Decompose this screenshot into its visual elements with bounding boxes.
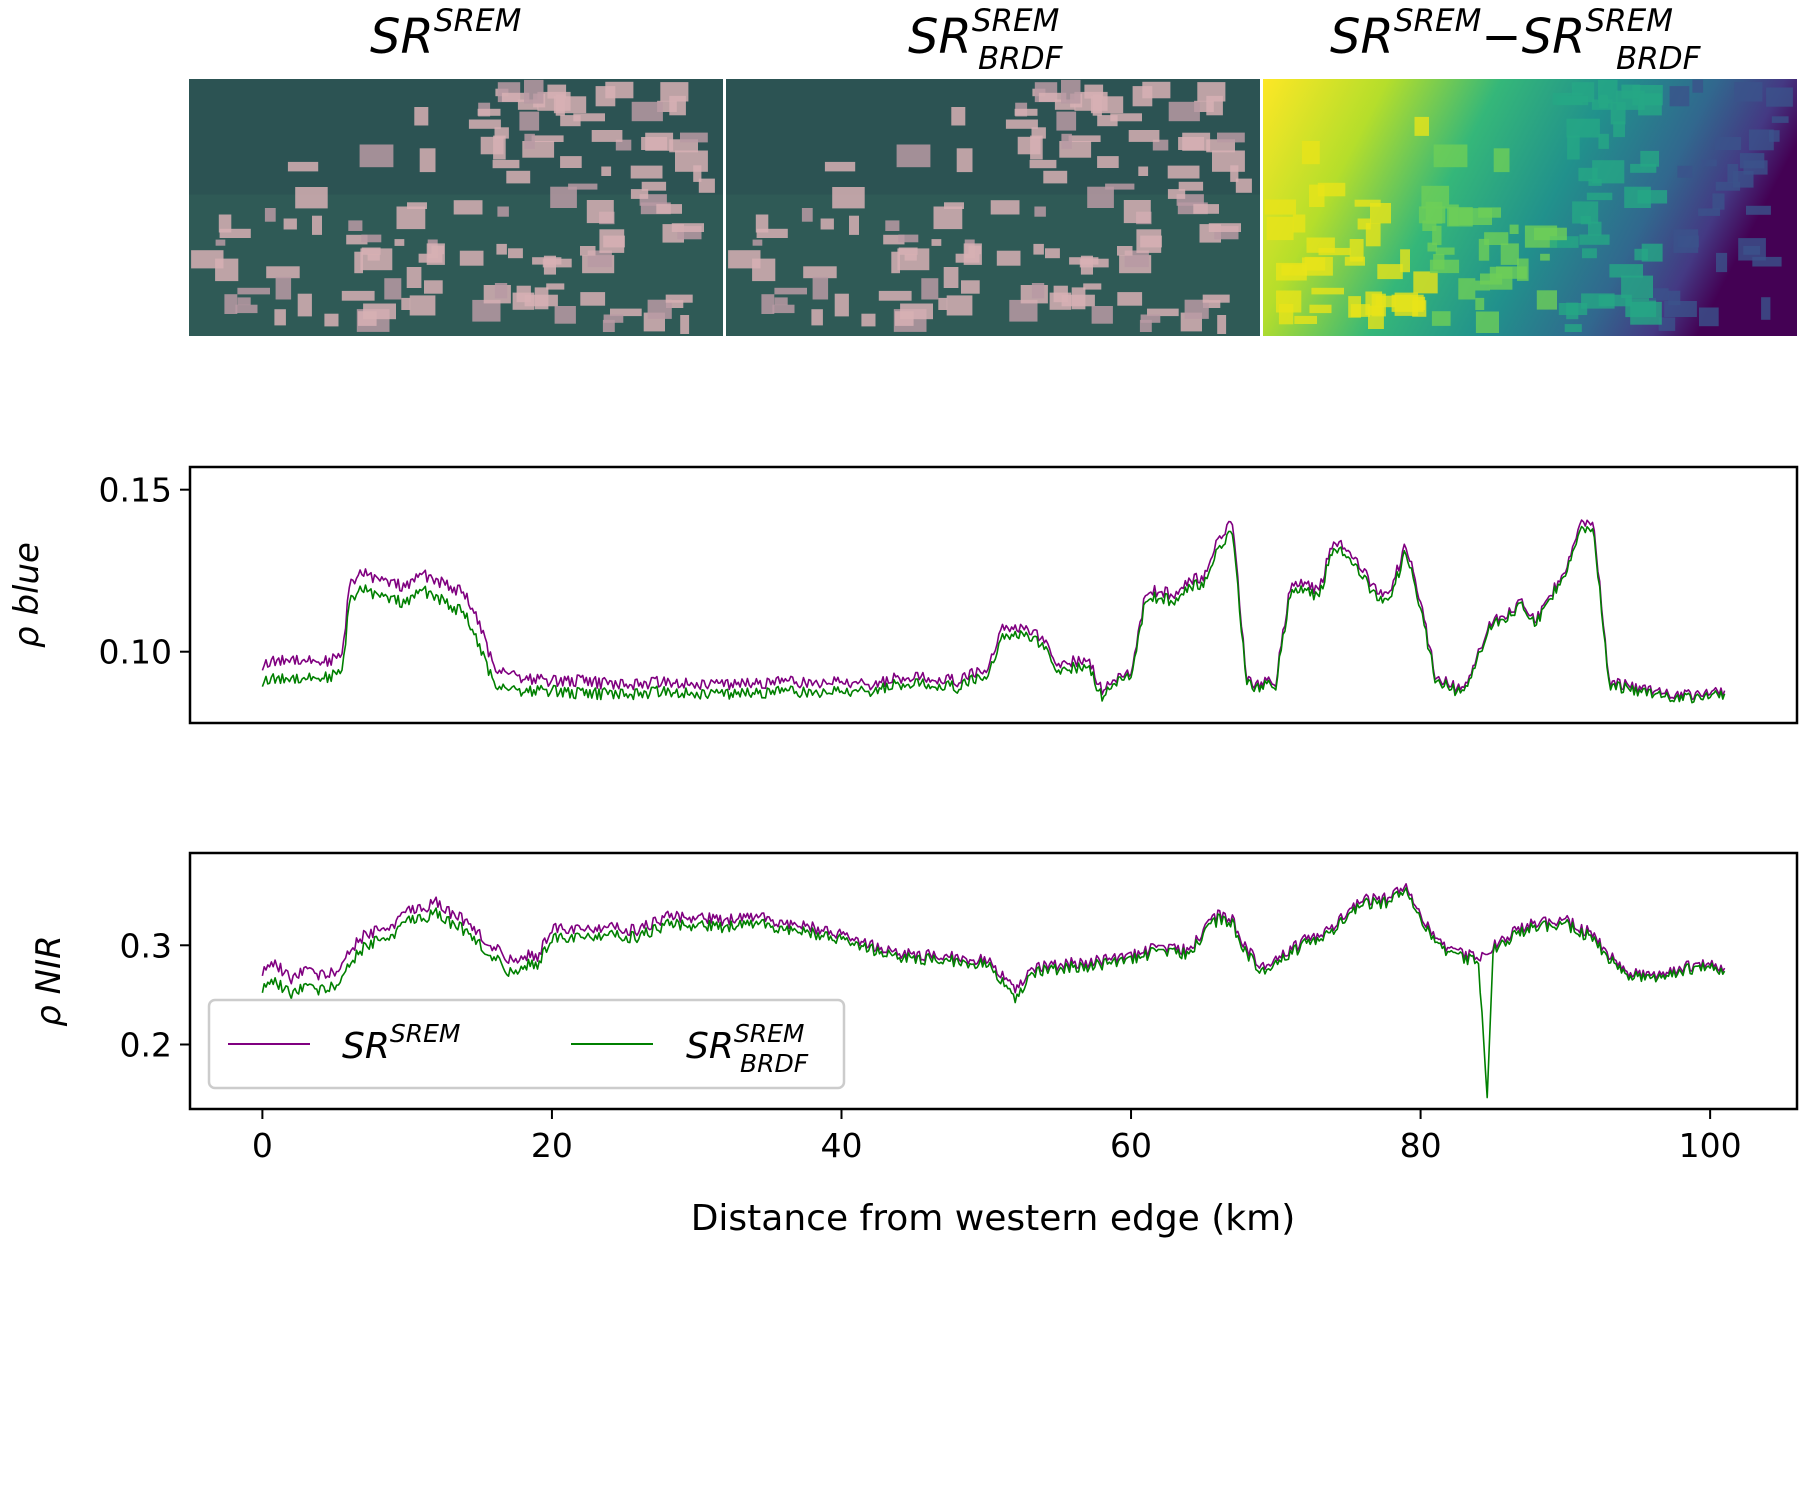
legend-box [207, 998, 846, 1090]
panel-title-sr-brdf: SRSREM BRDF [908, 3, 1064, 77]
x-tick-label: 40 [820, 1126, 862, 1165]
x-tick-label: 100 [1679, 1126, 1742, 1165]
y-tick-label: 0.3 [120, 926, 172, 965]
nir-chart-frame [188, 851, 1799, 1111]
blue-y-axis-label: ρ blue [7, 542, 47, 648]
y-tick-label: 0.15 [99, 471, 172, 510]
blue-chart-frame [188, 465, 1799, 725]
y-tick-label: 0.2 [120, 1026, 172, 1065]
legend: SRSREM SRSREM BRDF [207, 998, 846, 1090]
rgb-image-sr-srem [189, 79, 723, 336]
x-axis-label: Distance from western edge (km) [691, 1198, 1296, 1239]
line-series-sr-brdf-blue [261, 525, 1726, 704]
x-tick-label: 80 [1400, 1126, 1442, 1165]
line-series-sr-srem-blue [261, 519, 1726, 701]
legend-label-sr-brdf: SRSREM BRDF [686, 1019, 809, 1078]
line-series-sr-brdf-nir [261, 887, 1726, 1099]
nir-reflectance-chart: 0.2 0.3 0 20 40 60 80 100 ρ NIR Distance from … [29, 851, 1799, 1239]
legend-label-sr-srem: SRSREM [342, 1019, 460, 1067]
line-series-sr-srem-nir [261, 883, 1726, 994]
x-tick-label: 60 [1110, 1126, 1152, 1165]
rgb-image-sr-brdf [726, 79, 1260, 336]
x-tick-label: 20 [531, 1126, 573, 1165]
y-tick-label: 0.10 [99, 633, 172, 672]
nir-y-axis-label: ρ NIR [29, 935, 69, 1026]
panel-title-difference: SRSREM−SRSREM BRDF [1330, 3, 1702, 77]
difference-image-viridis [1263, 79, 1797, 336]
blue-reflectance-chart: 0.10 0.15 ρ blue [7, 465, 1799, 725]
panel-title-sr-srem: SRSREM [370, 3, 521, 65]
x-tick-label: 0 [252, 1126, 273, 1165]
